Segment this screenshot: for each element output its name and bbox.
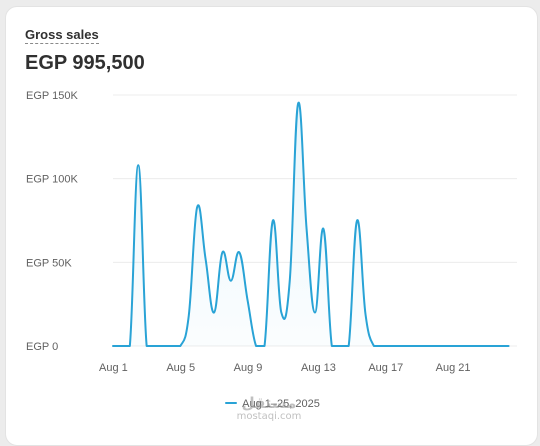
x-tick-label: Aug 17 <box>368 362 403 374</box>
legend-label: Aug 1–25, 2025 <box>242 398 320 410</box>
y-tick-label: EGP 0 <box>26 341 58 353</box>
x-tick-label: Aug 13 <box>301 362 336 374</box>
gross-sales-card: Gross sales EGP 995,500 EGP 0 EGP 50K EGP … <box>5 6 538 446</box>
legend-swatch <box>225 402 238 405</box>
gross-sales-total: EGP 995,500 <box>25 52 145 74</box>
x-tick-label: Aug 5 <box>166 362 195 374</box>
chart-gridlines <box>113 94 517 347</box>
chart-x-axis: Aug 1 Aug 5 Aug 9 Aug 13 Aug 17 Aug 21 <box>99 362 471 374</box>
series-line <box>112 101 510 347</box>
series-area <box>113 102 509 346</box>
chart-legend[interactable]: Aug 1–25, 2025 <box>6 397 539 411</box>
y-tick-label: EGP 150K <box>26 90 78 102</box>
x-tick-label: Aug 9 <box>234 362 263 374</box>
chart-y-axis: EGP 0 EGP 50K EGP 100K EGP 150K <box>26 90 78 353</box>
x-tick-label: Aug 21 <box>436 362 471 374</box>
x-tick-label: Aug 1 <box>99 362 128 374</box>
y-tick-label: EGP 100K <box>26 174 78 186</box>
y-tick-label: EGP 50K <box>26 257 72 269</box>
chart-series <box>112 101 510 347</box>
card-title[interactable]: Gross sales <box>25 27 99 44</box>
